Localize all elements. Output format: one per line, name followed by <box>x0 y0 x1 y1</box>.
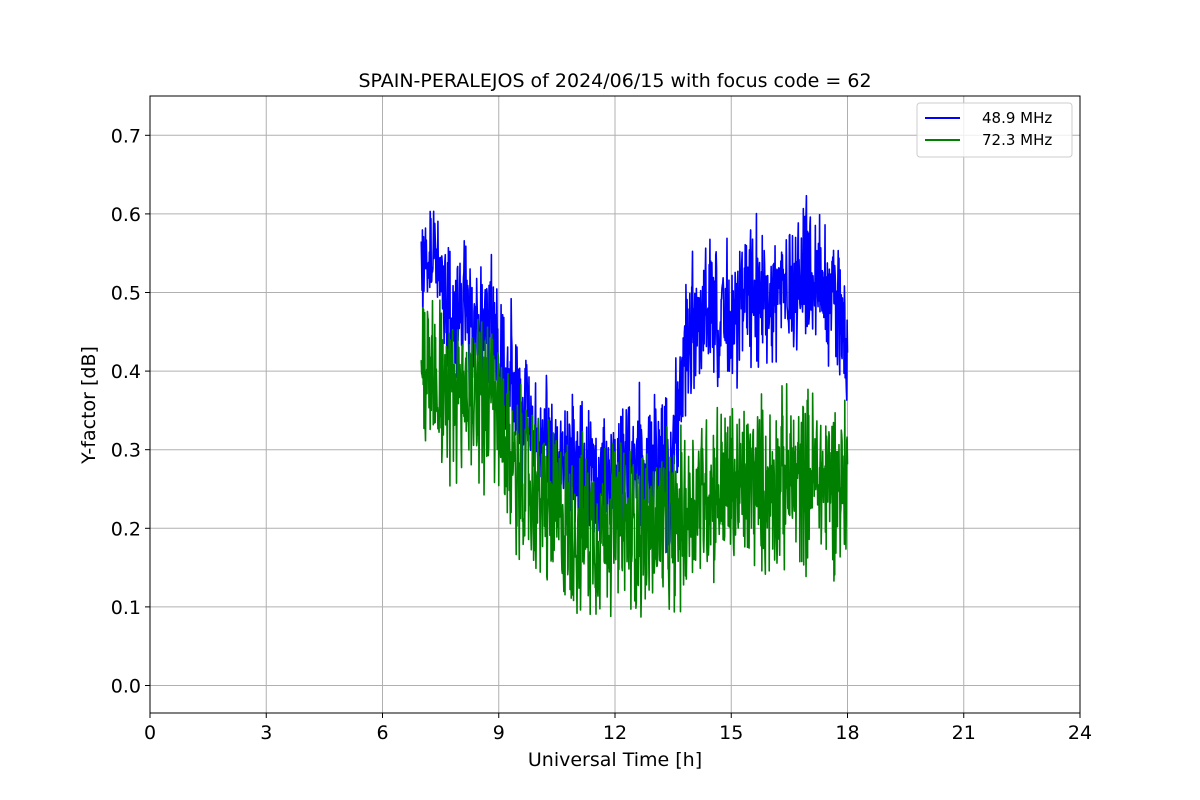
y-axis-label: Y-factor [dB] <box>78 346 100 465</box>
y-tick-label: 0.7 <box>111 125 141 147</box>
y-tick-label: 0.4 <box>111 361 141 383</box>
legend-box <box>916 102 1073 158</box>
y-tick-label: 0.1 <box>111 597 141 619</box>
x-axis-label: Universal Time [h] <box>528 749 702 771</box>
x-tick-label: 24 <box>1068 722 1092 744</box>
x-tick-label: 12 <box>603 722 627 744</box>
x-tick-label: 15 <box>719 722 743 744</box>
ticks-layer: 0 3 6 9 12 15 18 21 24 0.0 0.1 0.2 0.3 0.4 0.5 0.6 0.7 <box>111 125 1092 744</box>
plot-layer <box>420 194 849 618</box>
x-tick-label: 21 <box>952 722 976 744</box>
y-tick-label: 0.3 <box>111 440 141 462</box>
x-tick-label: 18 <box>835 722 859 744</box>
x-tick-label: 0 <box>144 722 156 744</box>
legend-label-48-9-mhz: 48.9 MHz <box>982 109 1052 127</box>
series-line-72-3-mhz <box>420 299 849 618</box>
y-tick-label: 0.2 <box>111 518 141 540</box>
chart-title: SPAIN-PERALEJOS of 2024/06/15 with focus… <box>358 70 871 92</box>
y-tick-label: 0.6 <box>111 204 141 226</box>
y-tick-label: 0.5 <box>111 282 141 304</box>
x-tick-label: 3 <box>260 722 272 744</box>
legend: 48.9 MHz 72.3 MHz <box>916 102 1073 158</box>
y-tick-label: 0.0 <box>111 675 141 697</box>
x-tick-label: 9 <box>493 722 505 744</box>
legend-label-72-3-mhz: 72.3 MHz <box>982 131 1052 149</box>
x-tick-label: 6 <box>376 722 388 744</box>
